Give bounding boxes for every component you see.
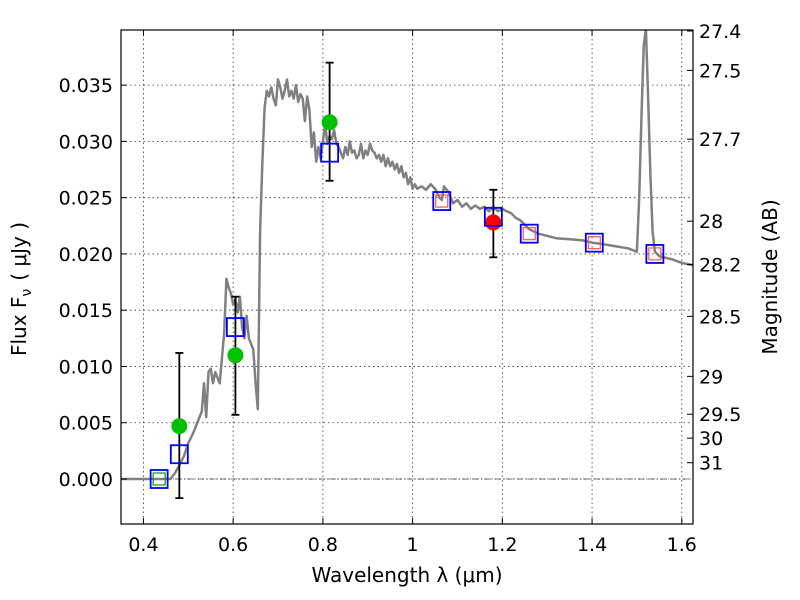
inner-square-marker (648, 247, 662, 261)
square-marker (169, 444, 189, 465)
plot-area (121, 30, 693, 500)
mag-tick-label: 27.4 (699, 21, 741, 43)
square-marker (432, 191, 452, 211)
y-axis-label: Flux Fν ( μJy ) (7, 222, 35, 356)
inner-square-marker (522, 227, 536, 241)
inner-square-marker (435, 194, 449, 208)
x-tick-label: 0.6 (218, 534, 248, 556)
x-tick-label: 1.6 (667, 534, 697, 556)
y-tick-label: 0.020 (59, 244, 113, 266)
y-tick-label: 0.000 (59, 469, 113, 491)
mag-tick-label: 29.5 (699, 404, 741, 426)
data-point (171, 418, 188, 435)
y-axis-label-main: Flux F (7, 297, 31, 356)
y-tick-label: 0.025 (59, 188, 113, 210)
grid-lines (121, 30, 693, 524)
x-tick-label: 0.4 (128, 534, 158, 556)
square-marker (519, 223, 539, 244)
square-marker (320, 142, 340, 163)
y-tick-label: 0.010 (59, 356, 113, 378)
mag-tick-label: 28 (699, 211, 723, 233)
data-point (485, 214, 502, 231)
mag-tick-label: 28.5 (699, 306, 741, 328)
square-marker (483, 206, 503, 227)
square-marker (149, 469, 169, 489)
mag-tick-label: 30 (699, 428, 723, 450)
axis-ticks: 0.4 0.6 0.8 1 1.2 1.4 1.6 0.000 0.005 0.010 0.015 0… (59, 21, 742, 556)
y-tick-label: 0.015 (59, 300, 113, 322)
mag-tick-label: 31 (699, 453, 723, 475)
square-marker (584, 232, 604, 253)
mag-tick-label: 28.2 (699, 255, 741, 277)
plot-frame (120, 29, 694, 525)
mag-tick-label: 27.5 (699, 60, 741, 82)
y-axis-label-unit: ( μJy ) (7, 222, 31, 281)
square-marker (645, 244, 665, 264)
square-marker (225, 317, 245, 337)
inner-square-marker (152, 472, 166, 486)
data-point (321, 114, 338, 131)
mag-tick-label: 27.7 (699, 129, 741, 151)
mag-tick-label: 29 (699, 366, 723, 388)
y-tick-label: 0.005 (59, 413, 113, 435)
y-axis-label-subscript: ν (19, 289, 35, 297)
y-tick-label: 0.035 (59, 75, 113, 97)
x-tick-label: 1.4 (577, 534, 607, 556)
data-point (227, 347, 244, 364)
x-axis-label: Wavelength λ (μm) (311, 563, 502, 587)
right-axis-label: Magnitude (AB) (758, 199, 782, 354)
x-tick-label: 1.2 (487, 534, 517, 556)
x-tick-label: 1 (407, 534, 419, 556)
y-tick-label: 0.030 (59, 131, 113, 153)
x-tick-label: 0.8 (308, 534, 338, 556)
inner-square-marker (587, 236, 601, 250)
